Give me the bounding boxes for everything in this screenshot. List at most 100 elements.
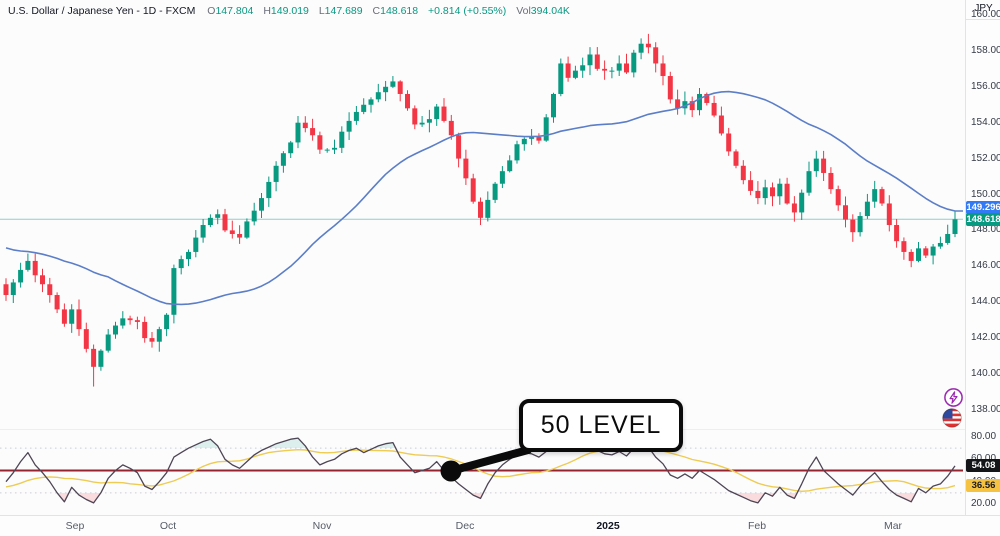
- candle-body: [10, 282, 16, 296]
- candle-body: [259, 198, 264, 211]
- open-value: 147.804: [215, 5, 254, 17]
- volume-label: Vol: [516, 5, 531, 17]
- candle-body: [499, 171, 505, 184]
- candle-body: [186, 251, 191, 260]
- volume-value: 394.04K: [530, 5, 570, 17]
- candle-body: [324, 149, 330, 151]
- candle-body: [237, 233, 243, 238]
- candle-body: [616, 63, 622, 71]
- candle-body: [40, 275, 45, 285]
- candle-body: [61, 309, 67, 324]
- rsi-tick-label: 20.00: [971, 498, 997, 509]
- candle-body: [901, 241, 907, 252]
- candle-body: [332, 147, 337, 150]
- candle-body: [704, 93, 710, 103]
- candle-body: [83, 329, 89, 349]
- candle-body: [47, 284, 53, 296]
- month-label: Sep: [65, 520, 85, 532]
- rsi-ma-line[interactable]: [5, 448, 956, 493]
- candle-body: [134, 320, 140, 322]
- pane-divider[interactable]: [0, 429, 965, 430]
- candle-body: [200, 225, 206, 238]
- price-tick-label: 154.000: [971, 116, 1000, 128]
- candle-body: [156, 329, 162, 342]
- candle-body: [149, 338, 155, 342]
- candle-body: [602, 68, 608, 71]
- candle-body: [784, 183, 790, 204]
- candle-body: [470, 178, 476, 202]
- candle-body: [624, 63, 629, 73]
- candle-body: [514, 144, 520, 161]
- candle-body: [368, 99, 374, 105]
- candle-body: [572, 70, 578, 78]
- ma-price-badge: 149.296: [966, 200, 1000, 214]
- candle-body: [945, 233, 951, 243]
- price-tick-label: 160.000: [971, 9, 1000, 20]
- candle-body: [689, 101, 695, 111]
- candle-body: [361, 104, 367, 112]
- rsi-line[interactable]: [5, 437, 956, 504]
- rsi-ma-badge: 36.56: [966, 479, 1000, 492]
- candle-body: [310, 128, 316, 136]
- price-tick-label: 138.000: [971, 403, 1000, 415]
- price-tick-label: 142.000: [971, 332, 1000, 344]
- price-tick-label: 156.000: [971, 80, 1000, 92]
- candle-body: [375, 92, 381, 100]
- rsi-tick-label: 80.00: [971, 431, 997, 442]
- candle-body: [485, 199, 491, 218]
- candle-body: [142, 321, 148, 339]
- candle-body: [32, 260, 38, 276]
- candle-body: [492, 183, 498, 200]
- candle-body: [799, 192, 805, 213]
- candle-body: [69, 309, 75, 324]
- candle-body: [937, 242, 943, 247]
- month-label: Mar: [883, 520, 903, 532]
- price-axis[interactable]: JPY 160.000 158.000 156.000 154.000 152.000 1…: [965, 0, 1000, 515]
- rsi-tick-label: 60.00: [971, 453, 996, 464]
- candle-body: [463, 158, 469, 179]
- us-flag-icon[interactable]: [942, 408, 962, 428]
- time-axis[interactable]: Sep Oct Nov Dec 2025 Feb Mar: [0, 515, 1000, 536]
- candle-body: [98, 350, 104, 367]
- axis-header-divider: [966, 19, 1000, 20]
- month-label: Dec: [455, 520, 475, 532]
- candle-body: [580, 65, 586, 71]
- candle-body: [916, 248, 921, 261]
- month-label: Nov: [312, 520, 332, 532]
- candle-body: [536, 137, 542, 141]
- candle-body: [171, 268, 177, 315]
- candle-body: [660, 63, 666, 77]
- candle-body: [872, 189, 878, 202]
- candle-body: [806, 171, 812, 193]
- candle-body: [295, 122, 301, 143]
- candle-body: [638, 43, 644, 53]
- callout-pointer-line: [447, 446, 532, 475]
- candle-body: [755, 190, 761, 199]
- candle-body: [91, 348, 97, 367]
- candle-body: [543, 117, 549, 141]
- candle-body: [339, 131, 345, 148]
- candle-body: [748, 180, 754, 191]
- candle-body: [397, 81, 403, 94]
- callout-pointer-dot[interactable]: [440, 460, 462, 482]
- candle-body: [718, 115, 724, 134]
- candle-body: [390, 81, 396, 87]
- level-annotation-callout[interactable]: 50 LEVEL: [519, 399, 683, 452]
- symbol-title[interactable]: U.S. Dollar / Japanese Yen - 1D - FXCM: [8, 5, 196, 17]
- candle-body: [879, 189, 885, 204]
- candle-body: [383, 86, 389, 93]
- candle-body: [850, 219, 856, 233]
- candle-body: [930, 246, 936, 256]
- price-tick-label: 150.000: [971, 188, 1000, 200]
- candle-body: [777, 183, 783, 197]
- close-label: C: [372, 5, 381, 17]
- candle-body: [288, 142, 294, 154]
- lightning-icon[interactable]: [944, 388, 963, 407]
- candle-body: [726, 133, 732, 152]
- candle-body: [551, 93, 556, 118]
- price-tick-label: 140.000: [971, 368, 1000, 379]
- ma-line[interactable]: [5, 90, 963, 306]
- candle-body: [507, 160, 513, 172]
